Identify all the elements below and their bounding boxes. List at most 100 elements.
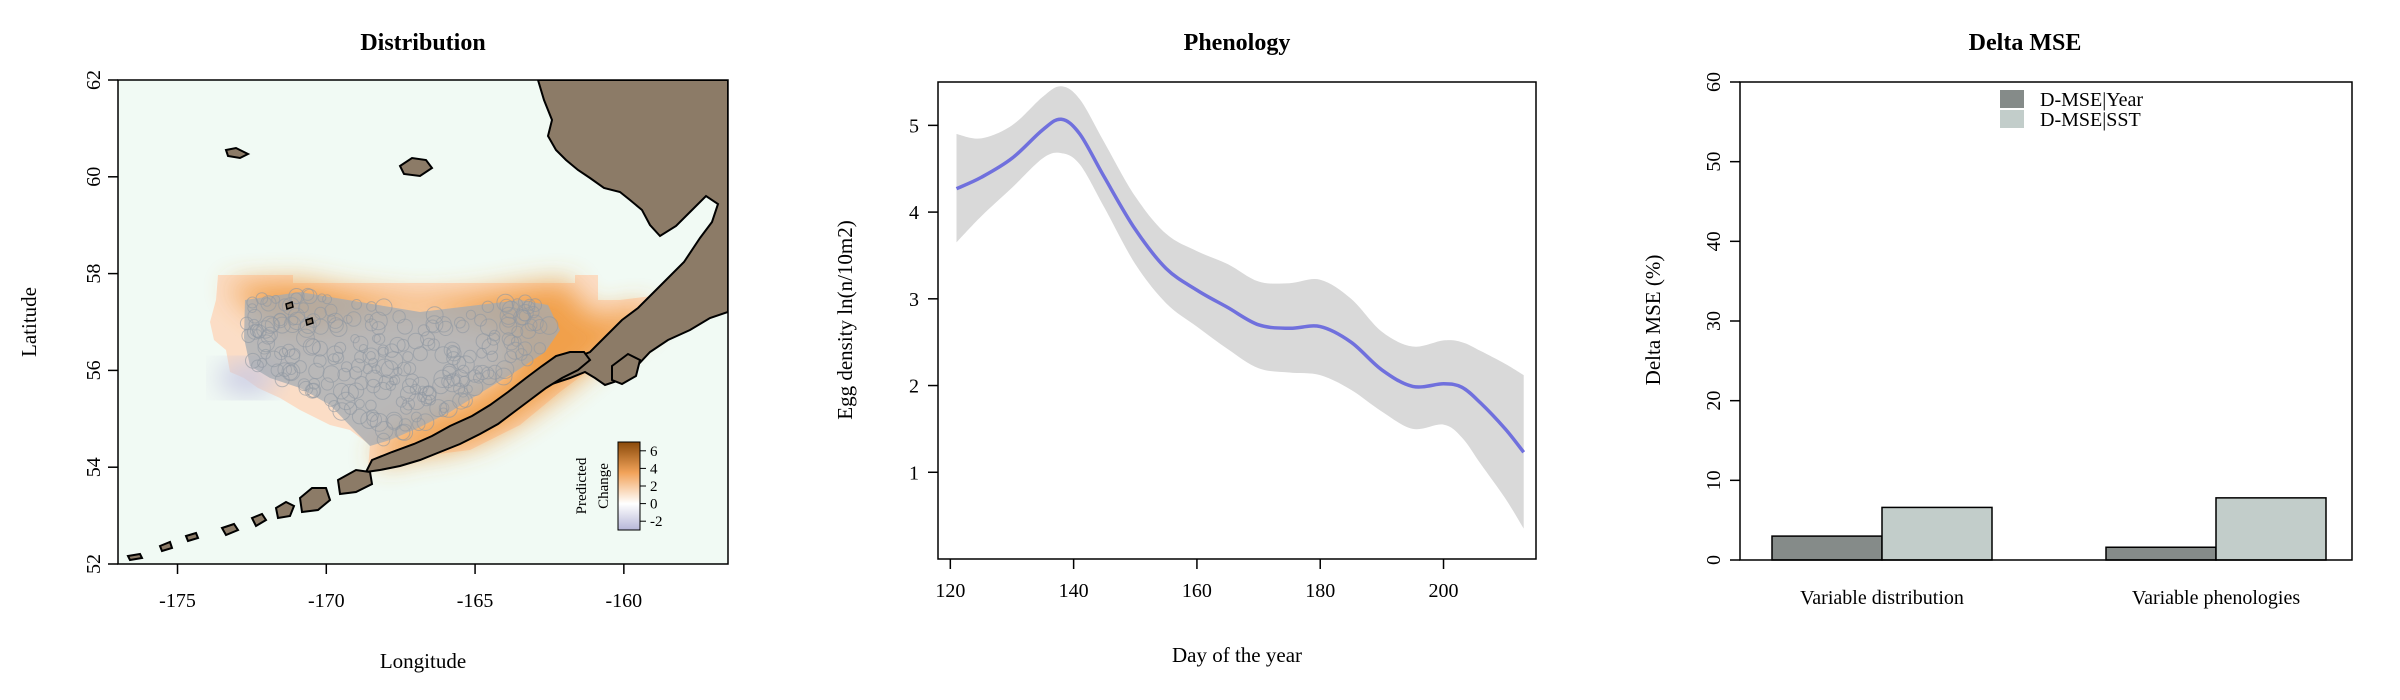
survey-point (385, 411, 403, 429)
map-y-tick-label: 56 (83, 360, 105, 380)
survey-point (288, 288, 305, 305)
survey-point (368, 357, 379, 368)
survey-point (532, 319, 548, 334)
bar (2215, 497, 2327, 561)
survey-point (351, 408, 368, 425)
survey-point (473, 372, 485, 384)
survey-point (495, 360, 515, 380)
phenology-y-tick-label: 1 (909, 462, 919, 484)
phenology-title: Phenology (1184, 30, 1291, 56)
survey-point (281, 362, 301, 382)
land-island-pribilof-2 (305, 317, 314, 326)
phenology-y-axis: 1 2 3 4 5 (909, 115, 938, 484)
survey-point (334, 341, 347, 354)
survey-point (474, 313, 487, 327)
survey-point (351, 299, 363, 310)
survey-point (416, 413, 435, 432)
survey-point (265, 350, 283, 368)
survey-point (274, 372, 290, 388)
survey-point (539, 316, 559, 335)
survey-point (362, 347, 380, 365)
survey-point (412, 346, 428, 362)
colorbar-tick-label: 2 (650, 479, 658, 495)
survey-point (365, 399, 377, 412)
survey-point (403, 362, 417, 375)
survey-point (511, 325, 524, 338)
survey-point (366, 411, 383, 428)
survey-point (463, 349, 477, 364)
survey-point (332, 351, 345, 364)
map-y-tick-label: 62 (83, 70, 105, 90)
survey-point (329, 319, 348, 338)
delta-mse-y-tick-label: 30 (1703, 311, 1725, 331)
land-island-unalaska (298, 487, 332, 514)
survey-point (496, 293, 515, 312)
phenology-frame (937, 81, 1537, 560)
land-island-a1 (250, 512, 268, 528)
survey-point (392, 310, 406, 324)
survey-point (438, 407, 449, 418)
colorbar (617, 441, 641, 531)
survey-point (239, 316, 254, 331)
survey-point (336, 391, 356, 411)
survey-point (373, 381, 392, 400)
survey-point (358, 344, 369, 354)
survey-point (429, 399, 448, 418)
survey-point (366, 378, 381, 394)
survey-point (314, 306, 327, 320)
survey-point (425, 394, 436, 406)
survey-point (247, 308, 262, 324)
survey-point (527, 314, 544, 332)
map-x-tick-label: -160 (606, 590, 643, 612)
land-island-a2 (220, 522, 240, 537)
survey-point (337, 367, 352, 382)
survey-point (260, 295, 277, 312)
survey-point (369, 311, 388, 331)
survey-point (346, 311, 362, 327)
survey-point (377, 344, 389, 356)
survey-point (371, 364, 381, 374)
survey-point (350, 334, 360, 344)
survey-point (402, 351, 414, 363)
survey-point (427, 338, 440, 351)
delta-mse-y-tick-label: 0 (1703, 555, 1725, 565)
phenology-y-tick-label: 2 (909, 376, 919, 398)
delta-mse-x-axis: Variable distribution Variable phenologie… (1800, 587, 2300, 609)
phenology-y-tick-label: 3 (909, 289, 919, 311)
survey-point (417, 324, 430, 337)
survey-point (366, 301, 377, 312)
distribution-title: Distribution (360, 30, 485, 56)
survey-point (284, 348, 301, 365)
phenology-x-tick-label: 180 (1305, 580, 1335, 602)
bar (2105, 546, 2217, 561)
survey-point (285, 364, 297, 376)
phenology-x-tick-label: 140 (1059, 580, 1089, 602)
map-y-label: Latitude (17, 287, 41, 357)
survey-point (308, 362, 325, 380)
survey-point (453, 382, 466, 395)
survey-point (355, 398, 365, 409)
survey-point (369, 413, 389, 432)
survey-point (297, 378, 311, 392)
bar (1881, 506, 1993, 561)
survey-point (287, 307, 306, 325)
survey-point (466, 379, 484, 397)
survey-point (434, 346, 452, 364)
delta-mse-y-tick-label: 20 (1703, 391, 1725, 411)
survey-point (262, 297, 272, 307)
delta-mse-y-label: Delta MSE (%) (1641, 255, 1665, 386)
survey-point (320, 377, 334, 391)
survey-point (322, 294, 333, 305)
survey-point (375, 298, 393, 316)
survey-point (465, 309, 476, 320)
phenology-x-label: Day of the year (1172, 643, 1302, 667)
survey-point (452, 355, 467, 370)
legend-label: D-MSE|Year (2040, 89, 2143, 111)
survey-point (343, 314, 353, 324)
survey-point (517, 341, 533, 356)
phenology-x-tick-label: 160 (1182, 580, 1212, 602)
colorbar-label-line1: Predicted (574, 457, 590, 514)
survey-point (324, 303, 338, 317)
bar (1771, 535, 1883, 561)
survey-point (274, 346, 289, 361)
